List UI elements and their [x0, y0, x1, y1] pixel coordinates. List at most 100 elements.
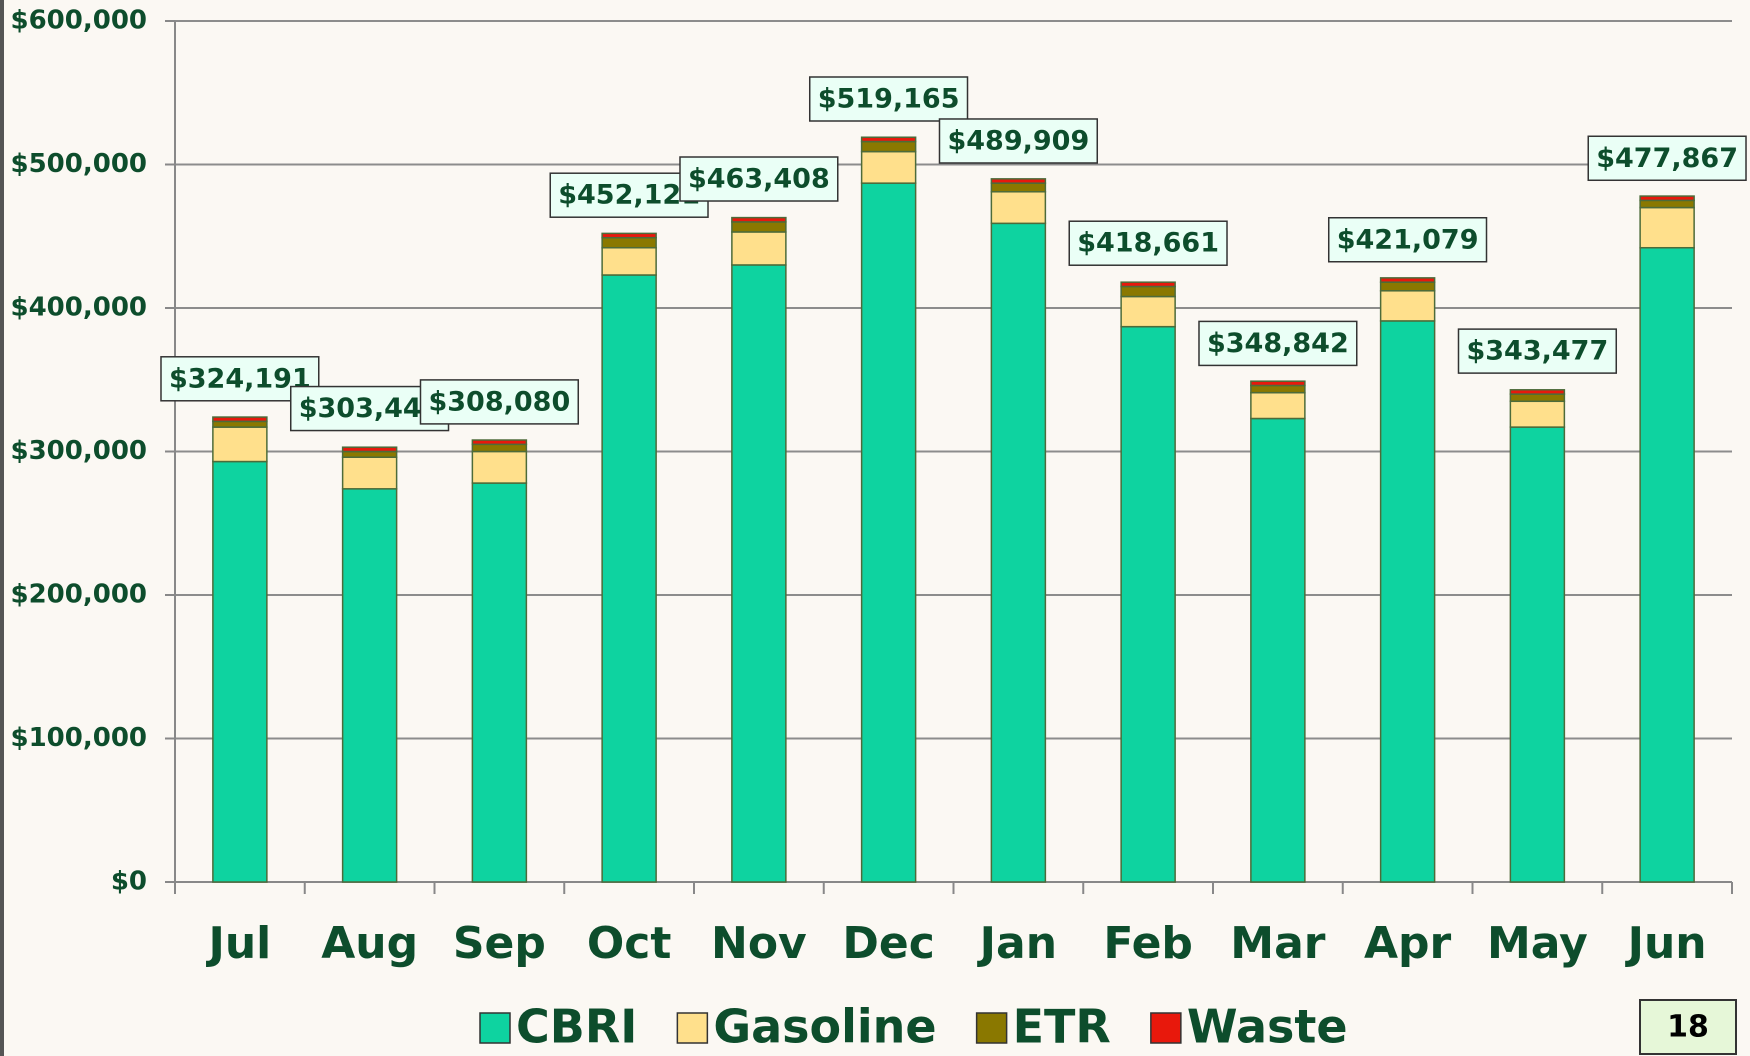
bar-segment	[601, 236, 657, 249]
total-label-box	[938, 118, 1099, 164]
legend-label: Gasoline	[713, 1000, 936, 1054]
bar-segment	[601, 232, 657, 239]
total-label-box	[1198, 320, 1358, 367]
x-tick-label: Aug	[321, 918, 418, 969]
total-label: $308,080	[428, 386, 570, 417]
total-label-box	[1068, 220, 1228, 266]
total-label-box	[1587, 135, 1747, 182]
x-tick-label: Oct	[587, 918, 672, 969]
bar-segment	[212, 460, 268, 883]
x-tick-label: Jun	[1625, 918, 1707, 969]
total-label-box	[1457, 328, 1618, 374]
bar-segment	[1120, 295, 1176, 328]
legend-swatch	[676, 1012, 709, 1044]
y-tick-label: $600,000	[10, 6, 147, 36]
bar-segment	[1379, 290, 1436, 322]
legend-label: CBRI	[516, 1000, 637, 1054]
legend-swatch	[1150, 1012, 1182, 1044]
bar-segment	[990, 182, 1047, 193]
bar-segment	[601, 246, 657, 276]
bar-segment	[1509, 393, 1566, 403]
total-label-box	[808, 76, 969, 122]
x-tick-label: Jul	[205, 918, 271, 969]
x-tick-label: Apr	[1364, 918, 1452, 969]
bar-segment	[341, 446, 398, 453]
legend-label: ETR	[1013, 1000, 1111, 1054]
page-number: 18	[1667, 1010, 1709, 1045]
bar-segment	[1250, 391, 1306, 420]
bar-segment	[212, 420, 268, 428]
left-edge	[0, 0, 4, 1056]
bar-segment	[1120, 281, 1176, 288]
bar-segment	[860, 136, 917, 143]
bar-segment	[990, 178, 1047, 184]
x-tick-label: Nov	[711, 918, 807, 969]
bar-segment	[341, 456, 398, 490]
legend-label: Waste	[1187, 1000, 1348, 1054]
y-tick-label: $0	[111, 867, 147, 897]
total-label-box	[679, 156, 839, 202]
bar-segment	[1379, 277, 1436, 283]
bar-segment	[471, 439, 528, 446]
x-tick-label: May	[1487, 918, 1588, 969]
x-tick-label: Feb	[1103, 918, 1193, 969]
bar-segment	[1639, 206, 1695, 249]
bar-segment	[1250, 384, 1306, 394]
bar-segment	[1639, 246, 1695, 883]
bar-segment	[731, 216, 787, 223]
bar-segment	[1250, 417, 1306, 883]
x-tick-label: Dec	[842, 918, 934, 969]
bar-segment	[341, 488, 398, 883]
page-number-box	[1639, 999, 1737, 1055]
bar-segment	[1509, 389, 1566, 395]
total-label: $477,867	[1596, 143, 1738, 174]
bar-segment	[341, 450, 398, 458]
bar-segment	[860, 182, 917, 883]
bar-segment	[471, 482, 528, 883]
total-label: $489,909	[947, 125, 1089, 156]
bar-segment	[1509, 400, 1566, 428]
bar-segment	[731, 231, 787, 266]
y-tick-label: $400,000	[10, 293, 147, 323]
total-label-box	[549, 172, 709, 218]
bar-segment	[212, 426, 268, 463]
total-label: $324,191	[169, 363, 311, 394]
total-label-box	[419, 379, 580, 425]
y-tick-label: $100,000	[10, 723, 147, 753]
total-label: $452,121	[558, 180, 700, 211]
y-tick-label: $300,000	[10, 436, 147, 466]
bar-segment	[860, 150, 917, 184]
bar-segment	[212, 416, 268, 423]
bar-segment	[1379, 281, 1436, 292]
bar-segment	[731, 221, 787, 233]
bar-segment	[471, 450, 528, 484]
total-label: $519,165	[818, 83, 960, 114]
bar-segment	[990, 222, 1047, 883]
bar-segment	[731, 264, 787, 883]
total-label: $463,408	[688, 164, 830, 195]
legend-swatch	[479, 1012, 511, 1044]
bar-segment	[1639, 195, 1695, 202]
legend-swatch	[975, 1012, 1008, 1044]
total-label: $343,477	[1466, 336, 1608, 367]
total-label: $348,842	[1207, 328, 1349, 359]
bar-segment	[1120, 285, 1176, 298]
total-label: $421,079	[1337, 224, 1479, 255]
x-tick-label: Mar	[1230, 918, 1325, 969]
x-tick-label: Sep	[453, 918, 546, 969]
total-label: $418,661	[1077, 228, 1219, 259]
total-label: $303,447	[299, 393, 441, 424]
bar-segment	[1639, 199, 1695, 209]
x-tick-label: Jan	[977, 918, 1057, 969]
total-label-box	[1327, 217, 1488, 263]
bar-segment	[1379, 320, 1436, 883]
bar-segment	[990, 191, 1047, 225]
bar-segment	[860, 140, 917, 153]
bar-segment	[1120, 325, 1176, 883]
y-tick-label: $500,000	[10, 149, 147, 179]
bar-segment	[1250, 380, 1306, 387]
bar-segment	[1509, 426, 1566, 883]
y-tick-label: $200,000	[10, 580, 147, 610]
